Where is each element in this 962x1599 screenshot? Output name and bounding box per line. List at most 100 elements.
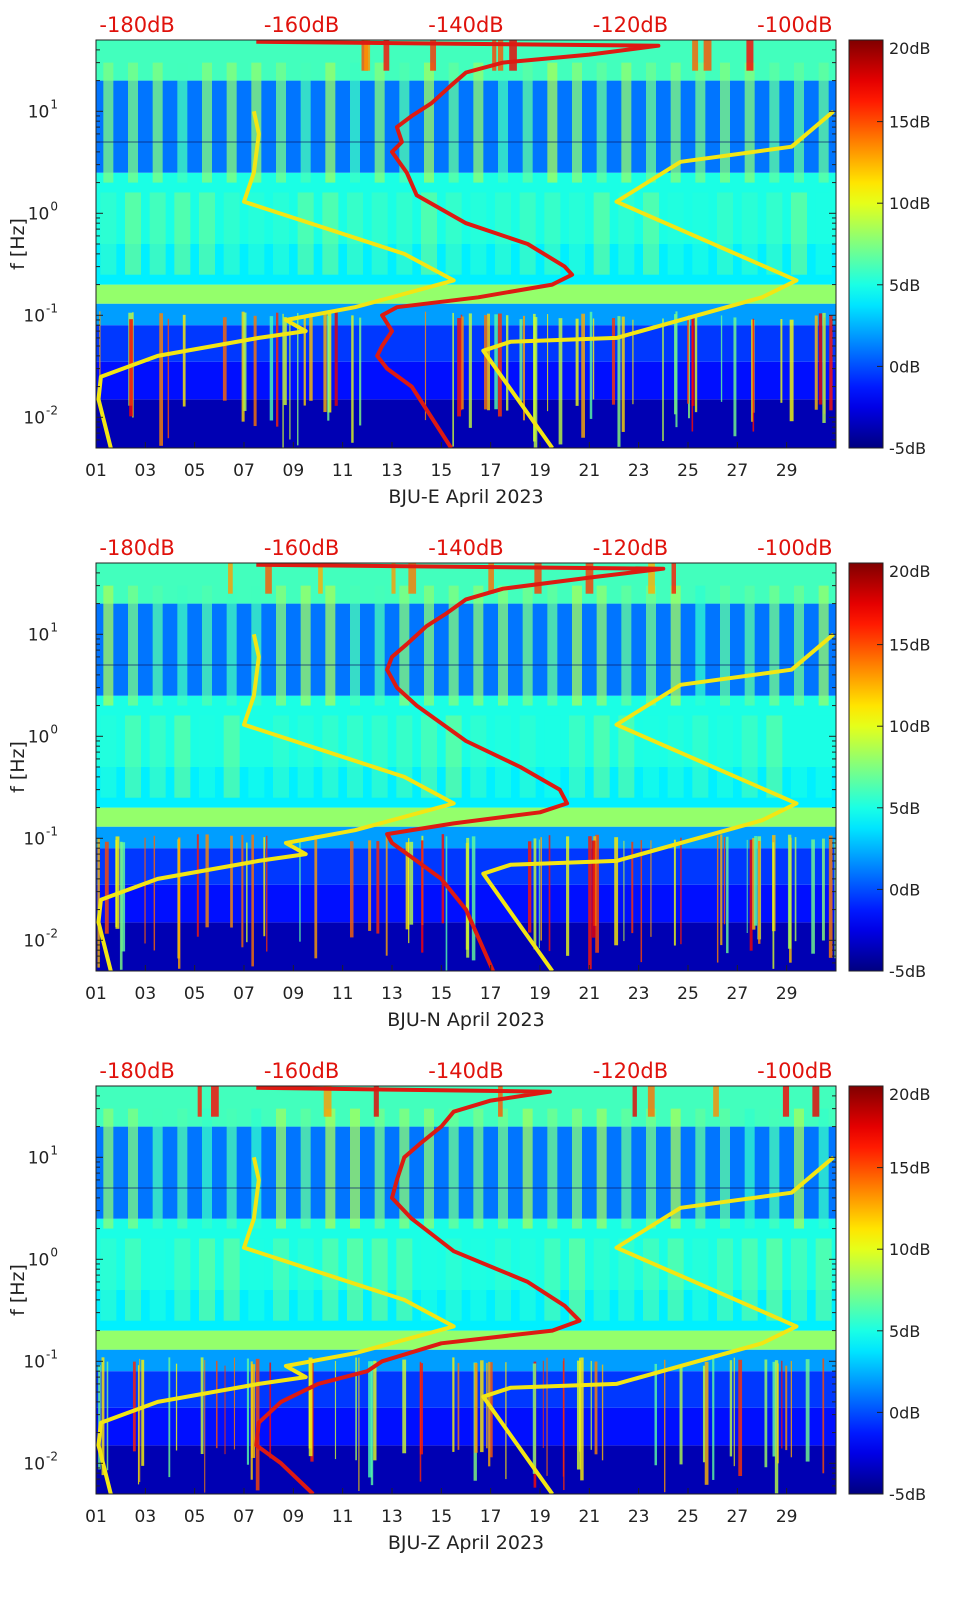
- colorbar-tick-label: 0dB: [889, 880, 920, 899]
- noise-streak: [818, 313, 823, 405]
- daily-stripe: [273, 715, 289, 798]
- daily-stripe: [473, 62, 484, 183]
- noise-streak: [712, 1358, 715, 1480]
- noise-streak: [733, 1357, 735, 1467]
- y-tick-label: 101: [28, 620, 58, 645]
- noise-streak: [461, 316, 464, 410]
- daily-stripe: [596, 62, 607, 183]
- top-db-label: -140dB: [428, 13, 503, 37]
- top-db-label: -180dB: [99, 1059, 174, 1083]
- daily-stripe: [717, 192, 733, 275]
- noise-streak: [733, 317, 737, 437]
- spectrogram-band: [96, 1290, 836, 1331]
- colorbar-tick-label: -5dB: [889, 439, 926, 458]
- daily-stripe: [226, 62, 237, 183]
- noise-model-low-curve: [481, 109, 835, 448]
- noise-streak: [228, 563, 233, 594]
- spectrogram-band: [96, 767, 836, 808]
- daily-stripe: [692, 1238, 709, 1321]
- noise-streak: [680, 837, 682, 945]
- noise-streak: [720, 315, 723, 402]
- noise-streak: [662, 318, 664, 442]
- noise-streak: [487, 313, 490, 411]
- daily-stripe: [396, 1238, 413, 1321]
- daily-stripe: [273, 192, 289, 275]
- daily-stripe: [276, 585, 286, 706]
- daily-stripe: [103, 62, 114, 183]
- daily-stripe: [544, 715, 561, 798]
- station-psd-curve: [256, 40, 661, 448]
- panel-bju-n: 01 03 05 07 09 11 13 15 17 19 21 23 25 27 2910-210-110…: [7, 536, 931, 1031]
- colorbar: [848, 1085, 884, 1495]
- x-axis-label: BJU-E April 2023: [388, 486, 543, 508]
- daily-stripe: [226, 585, 237, 706]
- noise-streak: [334, 312, 338, 406]
- daily-stripe: [125, 715, 141, 798]
- daily-stripe: [350, 585, 360, 706]
- daily-stripe: [544, 1238, 561, 1321]
- daily-stripe: [720, 1108, 730, 1229]
- daily-stripe: [470, 1238, 487, 1321]
- colorbar-tick-label: 10dB: [889, 717, 931, 736]
- colorbar-tick-label: 15dB: [889, 1159, 931, 1178]
- noise-streak: [334, 1360, 337, 1460]
- daily-stripe: [769, 62, 780, 183]
- daily-stripe: [445, 192, 462, 275]
- daily-stripe: [547, 62, 558, 183]
- daily-stripe: [791, 715, 807, 798]
- noise-streak: [327, 311, 332, 413]
- daily-stripe: [495, 1238, 511, 1321]
- daily-stripe: [646, 585, 656, 706]
- noise-streak: [314, 835, 318, 959]
- daily-stripe: [670, 1108, 681, 1229]
- noise-streak: [373, 1086, 379, 1117]
- daily-stripe: [445, 1238, 462, 1321]
- y-tick-exponent: 1: [50, 620, 58, 634]
- noise-streak: [222, 317, 227, 401]
- daily-stripe: [473, 585, 484, 706]
- noise-streak: [812, 1086, 820, 1117]
- daily-stripe: [152, 585, 163, 706]
- daily-stripe: [202, 62, 212, 183]
- spectrogram-band: [96, 361, 836, 400]
- noise-streak: [492, 40, 497, 71]
- daily-stripe: [350, 1108, 360, 1229]
- noise-streak: [592, 318, 595, 400]
- daily-stripe: [593, 192, 610, 275]
- daily-stripe: [569, 1238, 585, 1321]
- daily-stripe: [815, 1238, 832, 1321]
- colorbar: [848, 562, 884, 972]
- y-tick-label: 101: [28, 97, 58, 122]
- x-tick-label: 21: [579, 984, 601, 1004]
- y-tick-label: 10-1: [23, 824, 58, 849]
- noise-model-high-curve: [96, 633, 456, 971]
- noise-streak: [522, 315, 526, 421]
- colorbar-tick-label: 5dB: [889, 799, 920, 818]
- y-tick-exponent: 1: [50, 1143, 58, 1157]
- noise-streak: [632, 1086, 637, 1117]
- daily-stripe: [791, 192, 807, 275]
- noise-streak: [547, 314, 549, 412]
- spectrogram-band: [96, 1371, 836, 1408]
- noise-streak: [509, 40, 517, 71]
- noise-streak: [822, 312, 826, 423]
- daily-stripe: [670, 62, 681, 183]
- x-tick-label: 11: [332, 984, 354, 1004]
- noise-streak: [534, 563, 542, 594]
- noise-streak: [121, 842, 126, 952]
- noise-streak: [370, 1361, 374, 1486]
- x-tick-label: 21: [579, 461, 601, 481]
- daily-stripe: [174, 715, 191, 798]
- spectrogram-band: [96, 303, 836, 326]
- noise-streak: [98, 1365, 101, 1470]
- noise-streak: [794, 837, 797, 942]
- daily-stripe: [593, 715, 610, 798]
- panel-bju-e: 01 03 05 07 09 11 13 15 17 19 21 23 25 27 2910-210-110…: [7, 13, 931, 508]
- noise-streak: [780, 319, 783, 403]
- daily-stripe: [424, 62, 434, 183]
- noise-streak: [774, 1360, 779, 1494]
- noise-streak: [364, 40, 371, 71]
- noise-streak: [246, 842, 248, 943]
- daily-stripe: [202, 585, 212, 706]
- noise-streak: [349, 841, 354, 938]
